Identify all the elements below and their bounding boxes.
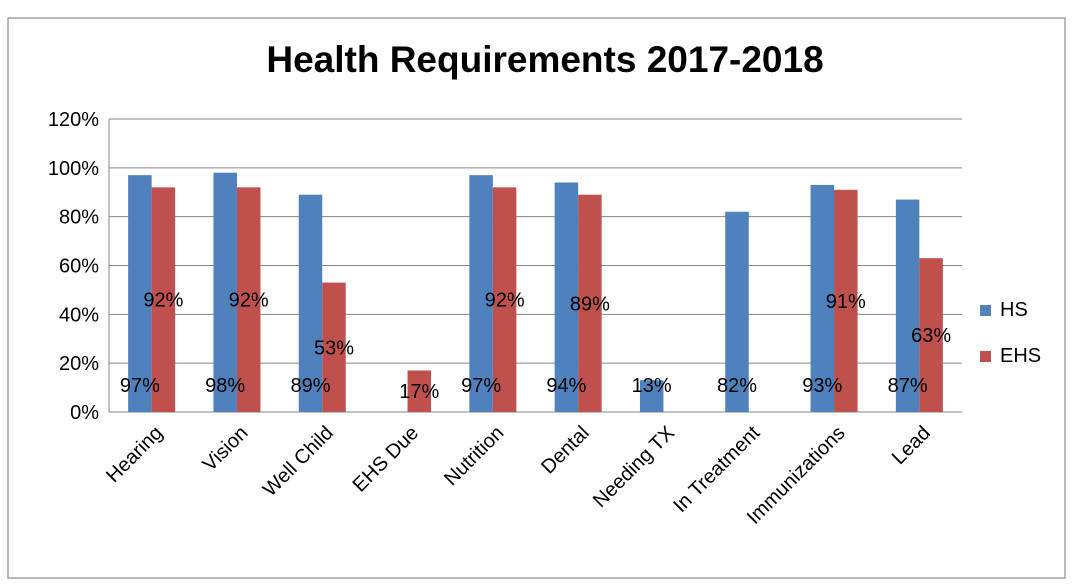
bar-ehs-vision [236,187,261,412]
bar-ehs-immunizations [834,189,858,412]
data-label-ehs: 92% [229,290,269,312]
legend: HS EHS [980,299,1041,367]
bar-hs-needing-tx [639,380,664,412]
y-tick-label: 100% [48,158,99,180]
data-label-ehs: 89% [570,293,610,315]
bar-ehs-dental [578,194,602,412]
bar-hs-lead [895,199,920,412]
data-label-hs: 97% [461,375,501,397]
data-label-ehs: 92% [143,290,183,312]
bar-hs-vision [213,172,237,412]
bar-ehs-hearing [151,187,176,412]
data-label-ehs: 92% [485,290,525,312]
bar-ehs-nutrition [492,187,517,412]
data-label-ehs: 53% [314,337,354,359]
bar-hs-hearing [128,175,152,412]
y-tick-label: 0% [70,402,99,424]
bar-hs-immunizations [810,184,835,412]
legend-swatch-hs [980,305,991,316]
y-tick-label: 20% [59,353,99,375]
chart-border [7,17,1066,579]
data-labels: 97% 92% 98% 92% 89% 53% 17% 97% 92% 94% 89% 13% 82% 9… [120,290,951,404]
y-tick-label: 80% [59,207,99,229]
bar-ehs-lead [919,258,943,412]
data-label-hs: 89% [290,375,330,397]
legend-swatch-ehs [980,351,991,362]
data-label-hs: 13% [632,375,672,397]
bar-hs-nutrition [469,175,493,412]
legend-label-ehs: EHS [1000,345,1041,367]
data-label-ehs: 17% [399,381,439,403]
data-label-hs: 97% [120,375,160,397]
chart-title: Health Requirements 2017-2018 [266,39,823,80]
bar-hs-in-treatment [725,211,749,412]
data-label-hs: 82% [717,375,757,397]
data-label-ehs: 91% [826,291,866,313]
y-tick-label: 40% [59,304,99,326]
y-tick-label: 60% [59,256,99,278]
data-label-hs: 94% [546,375,586,397]
bar-ehs-ehs-due [407,370,432,412]
y-tick-label: 120% [48,109,99,131]
data-label-hs: 87% [888,375,928,397]
data-label-ehs: 63% [911,325,951,347]
y-axis: 0% 20% 40% 60% 80% 100% 120% [48,109,110,424]
data-label-hs: 98% [205,375,245,397]
data-label-hs: 93% [802,375,842,397]
bar-hs-dental [554,182,579,412]
bar-hs-well-child [298,194,323,412]
legend-label-hs: HS [1000,299,1028,321]
bars [128,172,943,412]
bar-ehs-well-child [322,282,346,412]
